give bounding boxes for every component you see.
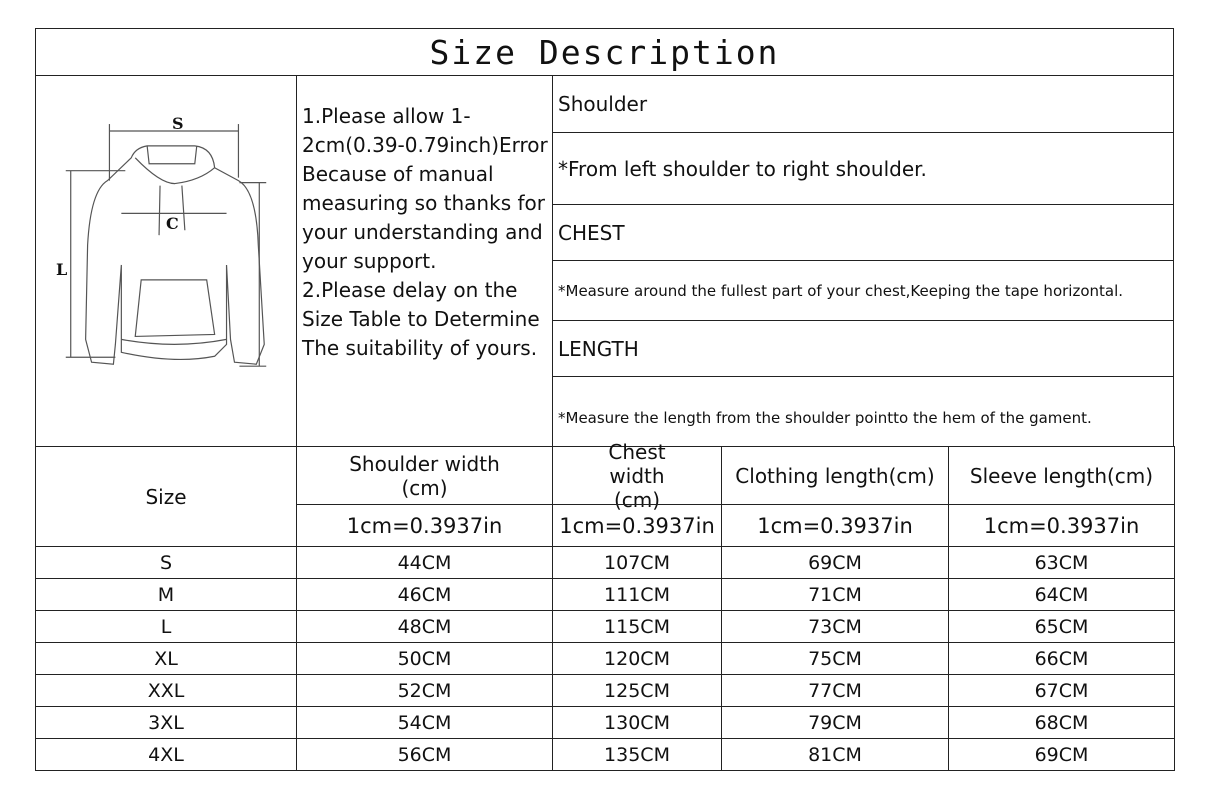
header-size: Size xyxy=(35,446,297,547)
size-cell: M xyxy=(35,578,297,611)
table-cell: 69CM xyxy=(721,546,949,579)
shoulder-heading: Shoulder xyxy=(552,75,1174,133)
length-label: L xyxy=(56,260,68,279)
table-cell: 77CM xyxy=(721,674,949,707)
shoulder-text: *From left shoulder to right shoulder. xyxy=(552,132,1174,205)
table-cell: 63CM xyxy=(948,546,1175,579)
chest-text: *Measure around the fullest part of your… xyxy=(552,260,1174,321)
size-cell: 4XL xyxy=(35,738,297,771)
table-cell: 71CM xyxy=(721,578,949,611)
table-cell: 67CM xyxy=(948,674,1175,707)
header-col-2: Chest width (cm) xyxy=(552,440,722,512)
size-cell: XXL xyxy=(35,674,297,707)
header-col-1: Shoulder width (cm) xyxy=(296,446,553,505)
table-cell: 46CM xyxy=(296,578,553,611)
table-cell: 69CM xyxy=(948,738,1175,771)
table-cell: 125CM xyxy=(552,674,722,707)
table-cell: 66CM xyxy=(948,642,1175,675)
table-cell: 79CM xyxy=(721,706,949,739)
table-cell: 44CM xyxy=(296,546,553,579)
hoodie-icon xyxy=(65,124,267,367)
size-cell: 3XL xyxy=(35,706,297,739)
size-cell: L xyxy=(35,610,297,643)
note-1: 1.Please allow 1-2cm(0.39-0.79inch)Error… xyxy=(302,104,548,273)
notes-cell: 1.Please allow 1-2cm(0.39-0.79inch)Error… xyxy=(296,75,553,447)
length-text: *Measure the length from the shoulder po… xyxy=(552,376,1174,447)
header-col-3: Clothing length(cm) xyxy=(721,446,949,505)
chest-label: C xyxy=(166,214,179,233)
table-cell: 135CM xyxy=(552,738,722,771)
table-cell: 56CM xyxy=(296,738,553,771)
note-2: 2.Please delay on the Size Table to Dete… xyxy=(302,278,540,360)
table-cell: 50CM xyxy=(296,642,553,675)
chest-heading: CHEST xyxy=(552,204,1174,261)
table-cell: 130CM xyxy=(552,706,722,739)
shoulder-label: S xyxy=(172,114,184,133)
table-cell: 81CM xyxy=(721,738,949,771)
table-cell: 107CM xyxy=(552,546,722,579)
hoodie-diagram: S C L xyxy=(35,75,297,447)
conversion-note: 1cm=0.3937in xyxy=(552,504,722,547)
table-cell: 65CM xyxy=(948,610,1175,643)
table-cell: 73CM xyxy=(721,610,949,643)
header-col-4: Sleeve length(cm) xyxy=(948,446,1175,505)
length-heading: LENGTH xyxy=(552,320,1174,377)
table-cell: 64CM xyxy=(948,578,1175,611)
table-cell: 111CM xyxy=(552,578,722,611)
table-cell: 54CM xyxy=(296,706,553,739)
table-cell: 75CM xyxy=(721,642,949,675)
size-cell: S xyxy=(35,546,297,579)
conversion-note: 1cm=0.3937in xyxy=(948,504,1175,547)
table-cell: 48CM xyxy=(296,610,553,643)
table-cell: 52CM xyxy=(296,674,553,707)
table-cell: 115CM xyxy=(552,610,722,643)
table-cell: 120CM xyxy=(552,642,722,675)
conversion-note: 1cm=0.3937in xyxy=(296,504,553,547)
page-title: Size Description xyxy=(35,28,1174,76)
size-cell: XL xyxy=(35,642,297,675)
table-cell: 68CM xyxy=(948,706,1175,739)
conversion-note: 1cm=0.3937in xyxy=(721,504,949,547)
